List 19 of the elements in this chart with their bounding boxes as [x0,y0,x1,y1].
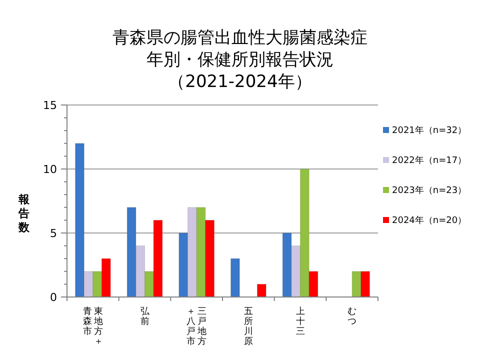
x-tick-label: 上十三 [296,306,305,337]
category-label: 東地方＋青森市 [82,307,103,347]
category-label: 三戸地方＋八戸市 [186,307,207,347]
bar [230,258,240,298]
x-tick-label: むつ [348,307,357,327]
legend-label: 2023年（n=23） [392,185,467,196]
y-tick-label: 5 [50,227,57,240]
legend-label: 2024年（n=20） [392,215,467,226]
x-tick-label: 五所川原 [244,307,253,347]
y-tick-label: 15 [43,99,57,112]
chart-subtitle: （2021-2024年） [168,72,312,92]
y-tick-label: 10 [43,163,57,176]
x-tick-label: 弘前 [140,306,150,327]
chart-title: 青森県の腸管出血性大腸菌感染症年別・保健所別報告状況 [112,28,368,70]
legend-label: 2022年（n=17） [392,155,467,166]
y-axis-title: 報告数 [18,193,30,234]
bar [256,284,266,298]
legend-label: 2021年（n=32） [392,125,467,136]
y-tick-label: 0 [50,291,57,304]
